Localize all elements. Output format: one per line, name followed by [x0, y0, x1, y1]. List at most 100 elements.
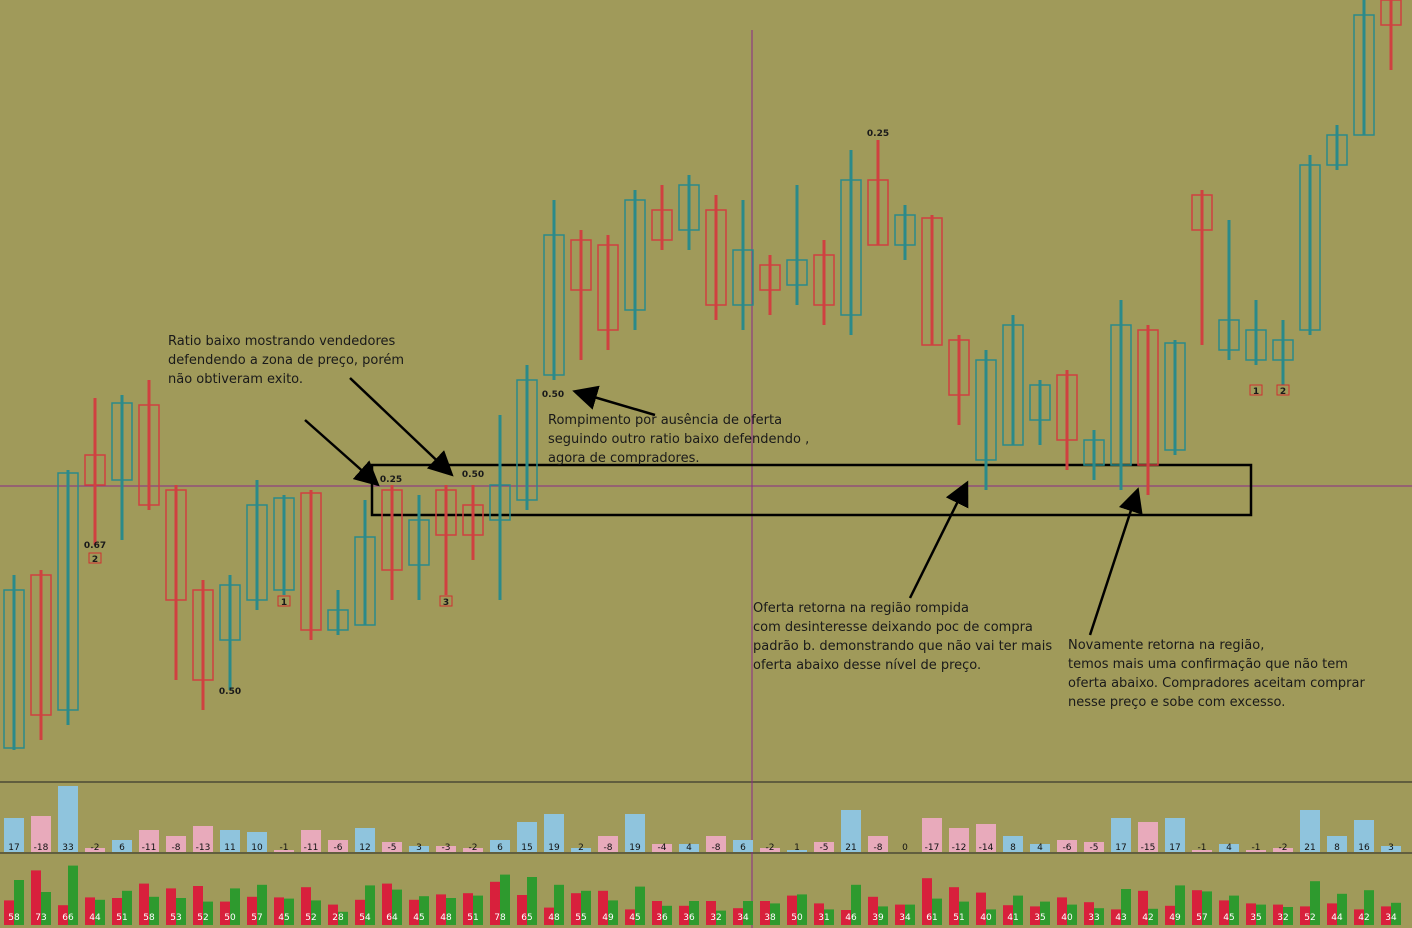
volume-sell-bar	[760, 901, 770, 925]
count-label: 2	[92, 555, 98, 565]
candle-body	[1002, 324, 1024, 446]
delta-bar	[382, 842, 402, 852]
candle-body	[786, 259, 808, 286]
volume-label: 40	[980, 913, 992, 923]
volume-label: 34	[1385, 913, 1397, 923]
candle-body	[1326, 134, 1348, 166]
volume-sell-bar	[436, 894, 446, 925]
volume-sell-bar	[1273, 904, 1283, 925]
volume-label: 45	[413, 913, 424, 923]
volume-label: 45	[1223, 913, 1234, 923]
volume-label: 52	[197, 913, 208, 923]
volume-sell-bar	[1327, 903, 1337, 925]
volume-sell-bar	[139, 883, 149, 925]
volume-label: 48	[548, 913, 560, 923]
volume-label: 64	[386, 913, 398, 923]
volume-buy-bar	[500, 874, 510, 925]
candle-body	[597, 244, 619, 331]
volume-buy-bar	[851, 884, 861, 925]
volume-label: 34	[899, 913, 911, 923]
volume-label: 42	[1358, 913, 1369, 923]
delta-label: -8	[604, 843, 613, 853]
delta-bar	[1057, 840, 1077, 852]
delta-bar	[760, 848, 780, 852]
candle-body	[327, 609, 349, 631]
volume-sell-bar	[841, 910, 851, 925]
delta-bar	[1273, 848, 1293, 852]
volume-buy-bar	[122, 890, 132, 925]
volume-buy-bar	[230, 888, 240, 925]
volume-sell-bar	[1381, 906, 1391, 925]
delta-label: -8	[172, 843, 181, 853]
delta-label: -8	[712, 843, 721, 853]
volume-sell-bar	[382, 883, 392, 925]
count-label: 3	[443, 598, 449, 608]
volume-sell-bar	[1165, 905, 1175, 925]
delta-bar	[1111, 818, 1131, 852]
delta-bar	[31, 816, 51, 852]
delta-label: 16	[1358, 843, 1370, 853]
volume-buy-bar	[1364, 890, 1374, 925]
volume-sell-bar	[58, 905, 68, 925]
delta-label: -2	[766, 843, 775, 853]
volume-buy-bar	[932, 898, 942, 925]
delta-label: 1	[794, 843, 800, 853]
volume-label: 52	[1304, 913, 1315, 923]
annotation: com desinteresse deixando poc de compra	[753, 620, 1033, 635]
annotation: defendendo a zona de preço, porém	[168, 353, 404, 368]
delta-bar	[85, 848, 105, 852]
volume-buy-bar	[1283, 907, 1293, 925]
volume-label: 51	[116, 913, 127, 923]
delta-label: 21	[845, 843, 856, 853]
volume-buy-bar	[689, 901, 699, 925]
volume-label: 42	[1142, 913, 1153, 923]
annotation: padrão b. demonstrando que não vai ter m…	[753, 639, 1052, 654]
volume-label: 73	[35, 913, 46, 923]
delta-label: 11	[224, 843, 235, 853]
annotation: agora de compradores.	[548, 451, 700, 466]
candle-body	[1299, 164, 1321, 331]
volume-label: 35	[1250, 913, 1261, 923]
delta-bar	[193, 826, 213, 852]
volume-buy-bar	[824, 909, 834, 925]
annotation: Oferta retorna na região rompida	[753, 601, 969, 616]
delta-label: 6	[119, 843, 125, 853]
delta-bar	[4, 818, 24, 852]
delta-bar	[328, 840, 348, 852]
delta-label: 15	[521, 843, 532, 853]
delta-label: -1	[1252, 843, 1261, 853]
ratio-label: 0.25	[867, 129, 889, 139]
delta-bar	[1192, 850, 1212, 852]
candle-body	[732, 249, 754, 306]
count-label: 1	[281, 598, 287, 608]
ratio-label: 0.67	[84, 541, 106, 551]
volume-buy-bar	[635, 886, 645, 925]
candle-body	[813, 254, 835, 306]
volume-sell-bar	[787, 895, 797, 925]
delta-label: 8	[1010, 843, 1016, 853]
delta-label: -5	[388, 843, 397, 853]
candle-body	[435, 489, 457, 536]
annotation: nesse preço e sobe com excesso.	[1068, 695, 1285, 710]
volume-sell-bar	[814, 903, 824, 925]
delta-bar	[409, 846, 429, 852]
candle-body	[948, 339, 970, 396]
delta-label: 6	[497, 843, 503, 853]
volume-sell-bar	[166, 888, 176, 925]
candle-body	[1380, 0, 1402, 26]
volume-label: 49	[602, 913, 614, 923]
candle-body	[408, 519, 430, 566]
delta-label: -13	[196, 843, 211, 853]
volume-sell-bar	[517, 895, 527, 925]
volume-label: 66	[62, 913, 74, 923]
volume-sell-bar	[679, 905, 689, 925]
volume-sell-bar	[409, 899, 419, 925]
volume-label: 41	[1007, 913, 1018, 923]
delta-bar	[301, 830, 321, 852]
delta-label: -14	[979, 843, 994, 853]
candle-body	[570, 239, 592, 291]
delta-bar	[355, 828, 375, 852]
candle-body	[1245, 329, 1267, 361]
volume-label: 78	[494, 913, 506, 923]
